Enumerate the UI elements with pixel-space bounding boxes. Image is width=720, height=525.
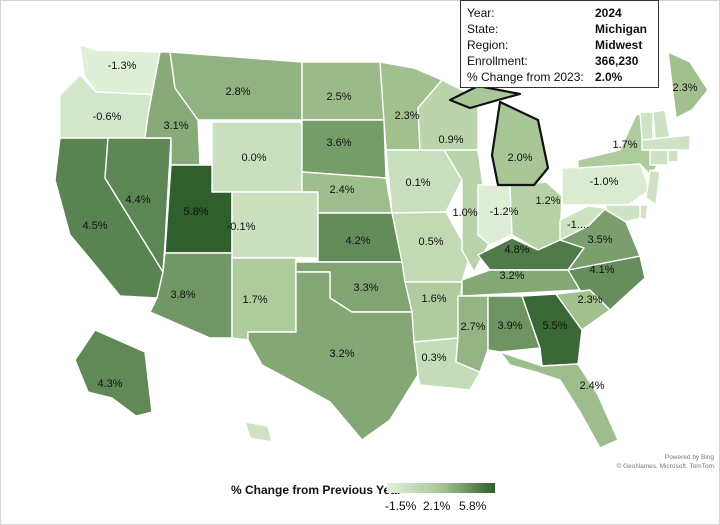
state-ri[interactable] <box>667 149 679 163</box>
info-key: Year: <box>467 6 495 20</box>
info-key: Region: <box>467 38 509 52</box>
legend-mid-label: 2.1% <box>423 499 451 513</box>
state-wv[interactable] <box>559 205 607 241</box>
state-vt[interactable] <box>639 111 654 141</box>
state-label-or: -0.6% <box>93 111 122 123</box>
state-label-fl: 2.4% <box>579 380 604 392</box>
credit-line: © GeoNames, Microsoft, TomTom <box>616 463 715 470</box>
state-ar[interactable] <box>404 281 463 343</box>
state-label-nd: 2.5% <box>326 91 351 103</box>
legend-max-label: 5.8% <box>459 499 487 513</box>
state-mt[interactable] <box>169 51 303 121</box>
legend-color-ramp <box>387 483 495 493</box>
state-label-oh: 1.2% <box>535 195 560 207</box>
state-label-mi: 2.0% <box>507 152 532 164</box>
state-al[interactable] <box>487 295 541 353</box>
state-label-la: 0.3% <box>421 352 446 364</box>
state-label-sd: 3.6% <box>326 137 351 149</box>
info-row-state: State: Michigan <box>467 21 652 37</box>
state-label-ny: 1.7% <box>612 139 637 151</box>
info-key: Enrollment: <box>467 54 528 68</box>
info-value: 2.0% <box>595 70 623 84</box>
state-label-mt: 2.8% <box>225 86 250 98</box>
state-label-il: 1.0% <box>452 207 477 219</box>
state-label-mo: 0.5% <box>418 236 443 248</box>
state-label-id: 3.1% <box>163 120 188 132</box>
state-label-tn: 3.2% <box>499 270 524 282</box>
state-label-ak: 4.3% <box>97 378 122 390</box>
state-label-ok: 3.3% <box>353 282 378 294</box>
info-key: % Change from 2023: <box>467 70 584 84</box>
info-row-enrollment: Enrollment: 366,230 <box>467 53 652 69</box>
state-label-ar: 1.6% <box>421 293 446 305</box>
state-label-ia: 0.1% <box>405 177 430 189</box>
info-value: 2024 <box>595 6 622 20</box>
state-label-co: -0.1% <box>227 221 256 233</box>
state-label-ks: 4.2% <box>345 235 370 247</box>
info-value: Michigan <box>595 22 648 36</box>
state-label-wv: -1.... <box>567 219 589 231</box>
state-label-ga: 5.5% <box>542 320 567 332</box>
state-label-ms: 2.7% <box>460 321 485 333</box>
state-md[interactable] <box>605 204 641 223</box>
state-de[interactable] <box>639 204 649 221</box>
state-label-in: -1.2% <box>490 206 519 218</box>
state-label-sc: 2.3% <box>577 294 602 306</box>
state-label-ca: 4.5% <box>82 220 107 232</box>
state-sd[interactable] <box>301 119 387 179</box>
state-shapes <box>54 44 709 449</box>
state-label-ne: 2.4% <box>329 184 354 196</box>
legend-min-label: -1.5% <box>385 499 417 513</box>
state-label-wi: 0.9% <box>438 134 463 146</box>
state-label-pa: -1.0% <box>590 176 619 188</box>
info-row-region: Region: Midwest <box>467 37 652 53</box>
credit-line: Powered by Bing <box>664 454 714 461</box>
state-me[interactable] <box>667 51 709 119</box>
state-nc[interactable] <box>555 255 646 311</box>
info-key: State: <box>467 22 499 36</box>
state-label-az: 3.8% <box>170 289 195 301</box>
state-label-al: 3.9% <box>497 320 522 332</box>
info-row-year: Year: 2024 <box>467 5 652 21</box>
state-hi[interactable] <box>244 421 273 443</box>
state-label-nm: 1.7% <box>242 294 267 306</box>
state-ma[interactable] <box>641 134 691 151</box>
state-label-ky: 4.8% <box>504 244 529 256</box>
state-label-nv: 4.4% <box>125 194 150 206</box>
legend-title: % Change from Previous Year <box>231 483 402 497</box>
info-value: Midwest <box>595 38 643 52</box>
info-box: Year: 2024 State: Michigan Region: Midwe… <box>460 0 659 88</box>
info-value: 366,230 <box>595 54 639 68</box>
state-label-mn: 2.3% <box>394 110 419 122</box>
state-nj[interactable] <box>645 169 661 206</box>
state-label-tx: 3.2% <box>329 348 354 360</box>
state-nh[interactable] <box>652 109 671 141</box>
state-ct[interactable] <box>649 149 669 166</box>
info-row-change: % Change from 2023: 2.0% <box>467 69 652 85</box>
state-ak[interactable] <box>74 329 153 417</box>
state-label-va: 3.5% <box>587 234 612 246</box>
state-fl[interactable] <box>499 351 619 449</box>
state-label-wy: 0.0% <box>241 152 266 164</box>
state-tx[interactable] <box>247 271 419 441</box>
state-label-me: 2.3% <box>672 82 697 94</box>
state-ms[interactable] <box>455 295 489 373</box>
map-credit: Powered by Bing © GeoNames, Microsoft, T… <box>617 453 715 471</box>
state-label-ut: 5.8% <box>183 206 208 218</box>
state-label-wa: -1.3% <box>108 60 137 72</box>
state-labels: -1.3% -0.6% 4.5% 4.4% 3.1% 2.8% 0.0% 5.8% -0.1% 3… <box>82 60 697 392</box>
state-label-nc: 4.1% <box>589 264 614 276</box>
state-mi[interactable] <box>448 84 550 187</box>
